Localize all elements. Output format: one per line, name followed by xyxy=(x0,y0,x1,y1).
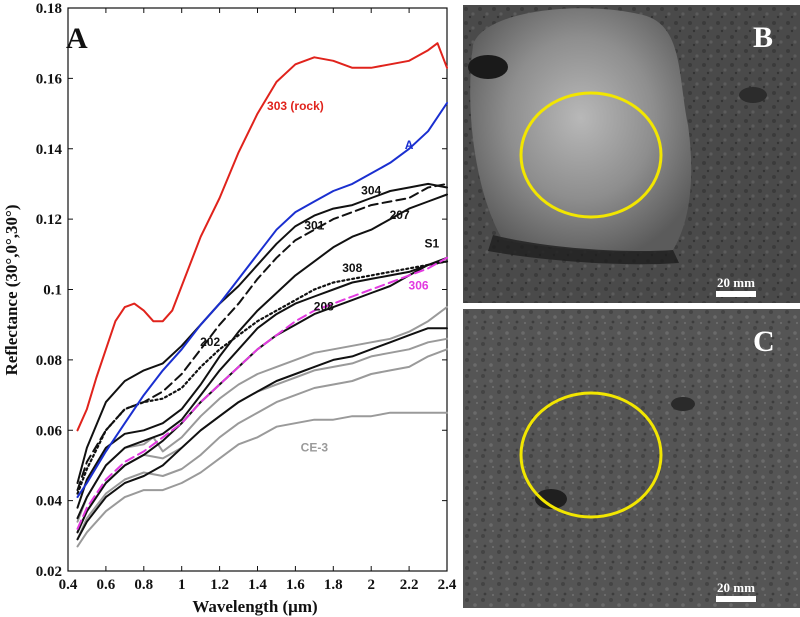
x-axis-label: Wavelength (μm) xyxy=(192,597,317,616)
series-line-s1 xyxy=(76,260,448,520)
x-tick-label: 1.6 xyxy=(286,577,305,593)
x-tick-label: 1 xyxy=(178,577,186,593)
y-tick-label: 0.12 xyxy=(36,212,62,228)
regolith-background xyxy=(463,309,800,608)
series-line-308 xyxy=(76,260,449,495)
series-line-unlabeled xyxy=(76,306,448,523)
panel-label-a: A xyxy=(66,22,88,55)
x-tick-label: 0.4 xyxy=(59,577,78,593)
series-label-207: 207 xyxy=(390,208,410,222)
photo-panel-c: C 20 mm xyxy=(463,309,800,608)
y-tick-label: 0.02 xyxy=(36,564,62,580)
panel-label-c: C xyxy=(753,325,775,358)
x-tick-label: 2.4 xyxy=(438,577,457,593)
y-axis-label: Reflectance (30°,0°,30°) xyxy=(2,205,21,376)
series-line-202 xyxy=(76,327,448,541)
series-line-303-rock xyxy=(76,42,448,432)
y-tick-label: 0.14 xyxy=(36,142,63,158)
series-label-s1: S1 xyxy=(424,236,439,250)
series-label-303-rock: 303 (rock) xyxy=(267,99,324,113)
chart-curve-labels: CE-3 304 301 207 308 S1 208 202 303 (rock) A 306 xyxy=(200,99,439,454)
rock-shape xyxy=(470,8,692,252)
x-tick-label: 2 xyxy=(367,577,375,593)
x-tick-label: 0.6 xyxy=(97,577,116,593)
series-line-unlabeled xyxy=(76,348,448,541)
series-label-208: 208 xyxy=(314,300,334,314)
series-label-301: 301 xyxy=(304,219,324,233)
y-tick-label: 0.08 xyxy=(36,353,62,369)
series-line-ce-3 xyxy=(76,411,448,548)
y-tick-label: 0.18 xyxy=(36,1,62,17)
x-tick-label: 1.2 xyxy=(210,577,229,593)
plot-frame xyxy=(67,7,448,572)
series-line-207 xyxy=(76,193,448,509)
dark-spot xyxy=(468,55,508,79)
series-line-306 xyxy=(76,256,448,530)
x-tick-label: 0.8 xyxy=(134,577,153,593)
x-tick-label: 1.4 xyxy=(248,577,267,593)
scale-bar-b xyxy=(716,291,756,297)
series-label-ce-3: CE-3 xyxy=(301,440,329,454)
rock-shadow xyxy=(488,235,679,265)
photo-panel-b: B 20 mm xyxy=(463,5,800,303)
y-tick-label: 0.06 xyxy=(36,423,63,439)
x-tick-label: 2.2 xyxy=(400,577,419,593)
series-label-a: A xyxy=(405,138,414,152)
series-label-202: 202 xyxy=(200,335,220,349)
dark-spot xyxy=(535,489,567,509)
series-line-304 xyxy=(76,182,448,484)
rock-photo: B 20 mm xyxy=(463,5,800,303)
dark-spot xyxy=(671,397,695,411)
series-label-308: 308 xyxy=(342,261,362,275)
x-tick-label: 1.8 xyxy=(324,577,343,593)
scale-bar-c xyxy=(716,596,756,602)
reflectance-chart: 0.4 0.6 0.8 1 1.2 1.4 1.6 1.8 2 2.2 2.4 0.02 0.04 0.0… xyxy=(2,1,457,616)
series-label-306: 306 xyxy=(409,279,429,293)
chart-series xyxy=(76,42,449,548)
regolith-photo: C 20 mm xyxy=(463,309,800,608)
series-line-a xyxy=(76,102,448,499)
sample-ring-c xyxy=(519,391,663,519)
y-tick-label: 0.1 xyxy=(43,283,62,299)
panel-label-b: B xyxy=(753,21,773,54)
series-line-208 xyxy=(76,256,448,534)
y-tick-label: 0.16 xyxy=(36,71,63,87)
scale-text-b: 20 mm xyxy=(717,275,755,290)
sample-ring-b xyxy=(519,91,663,219)
y-tick-label: 0.04 xyxy=(36,494,63,510)
series-label-304: 304 xyxy=(361,183,381,197)
scale-text-c: 20 mm xyxy=(717,580,755,595)
dark-spot xyxy=(739,87,767,103)
chart-axes: 0.4 0.6 0.8 1 1.2 1.4 1.6 1.8 2 2.2 2.4 0.02 0.04 0.0… xyxy=(36,1,457,593)
